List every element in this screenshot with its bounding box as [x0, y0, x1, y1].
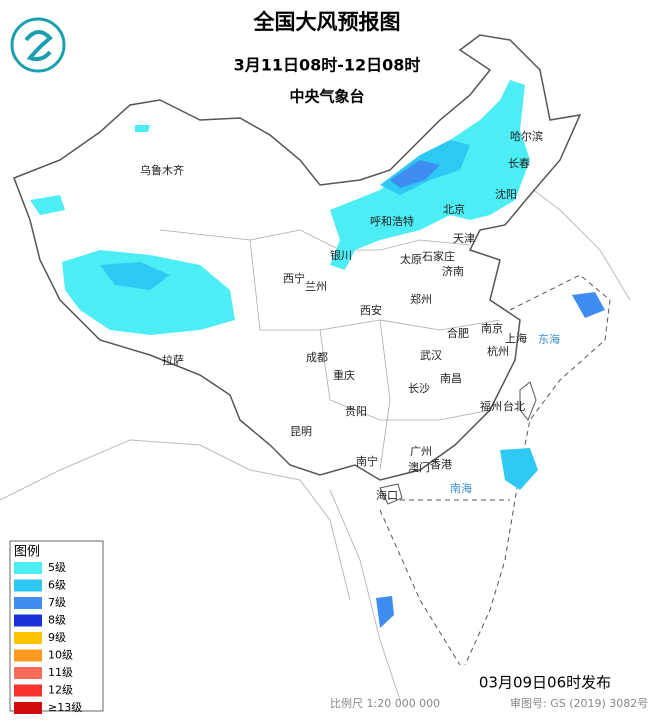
title: 全国大风预报图 — [253, 10, 401, 34]
legend-label: 12级 — [48, 684, 73, 697]
city: 昆明 — [290, 425, 312, 438]
city: 兰州 — [305, 280, 327, 293]
period: 3月11日08时-12日08时 — [234, 56, 421, 75]
city: 广州 — [410, 445, 432, 458]
logo-mark — [24, 30, 53, 62]
legend-swatch — [14, 579, 42, 592]
legend-label: 8级 — [48, 614, 66, 627]
hainan — [379, 483, 403, 505]
city: 天津 — [453, 232, 475, 245]
wind-areas — [30, 80, 605, 628]
legend-label: ≥13级 — [48, 701, 82, 714]
city: 沈阳 — [495, 187, 517, 201]
city: 石家庄 — [422, 249, 455, 263]
city: 长春 — [508, 157, 530, 170]
legend-label: 9级 — [48, 631, 66, 644]
issuer: 中央气象台 — [289, 88, 364, 106]
legend-swatch — [14, 667, 42, 679]
city: 济南 — [442, 264, 464, 278]
city: 郑州 — [410, 292, 432, 306]
publish-time: 03月09日06时发布 — [479, 674, 611, 692]
legend-label: 5级 — [48, 561, 66, 574]
city: 西安 — [360, 303, 382, 317]
city: 贵阳 — [345, 405, 367, 418]
city: 西宁 — [283, 271, 305, 285]
legend-label: 11级 — [48, 666, 73, 679]
legend-label: 10级 — [48, 649, 73, 662]
taiwan — [519, 381, 537, 421]
city: 台北 — [503, 399, 525, 413]
city: 杭州 — [487, 344, 509, 358]
legend-swatch — [14, 702, 42, 714]
legend-swatch — [14, 684, 42, 697]
city: 银川 — [330, 248, 352, 262]
city: 成都 — [306, 351, 328, 364]
legend-swatch — [14, 597, 42, 609]
legend-swatch — [14, 614, 42, 627]
legend-swatch — [14, 562, 42, 574]
city-labels: 乌鲁木齐 哈尔滨 长春 沈阳 呼和浩特 北京 天津 银川 太原 石家庄 济南 西… — [140, 129, 560, 502]
city: 重庆 — [333, 368, 355, 382]
city: 北京 — [443, 202, 465, 216]
sea-label: 东海 — [538, 332, 560, 346]
city: 南京 — [481, 321, 503, 335]
city: 武汉 — [420, 349, 442, 362]
city: 哈尔滨 — [510, 129, 543, 143]
legend-label: 6级 — [48, 579, 66, 592]
sea-label: 南海 — [450, 481, 472, 495]
city: 合肥 — [447, 326, 469, 340]
city: 太原 — [400, 253, 422, 266]
city: 海口 — [376, 488, 398, 502]
city: 南宁 — [356, 454, 378, 468]
logo — [10, 17, 66, 73]
city: 呼和浩特 — [370, 214, 414, 228]
city: 长沙 — [408, 382, 430, 395]
legend-label: 7级 — [48, 596, 66, 609]
scale: 比例尺 1:20 000 000 — [330, 696, 440, 710]
legend-title: 图例 — [14, 545, 40, 560]
legend-swatch — [14, 649, 42, 662]
legend-swatch — [14, 632, 42, 644]
city: 福州 — [480, 399, 502, 413]
city: 澳门 — [408, 460, 430, 474]
city: 香港 — [430, 458, 452, 471]
legend: 图例 5级 6级 7级 8级 9级 10级 11级 12级 ≥13级 — [9, 540, 104, 714]
neighbour-borders — [0, 179, 631, 701]
approval: 审图号: GS (2019) 3082号 — [510, 696, 648, 710]
city: 拉萨 — [162, 353, 184, 367]
city: 南昌 — [440, 372, 462, 385]
city: 乌鲁木齐 — [140, 163, 184, 177]
city: 上海 — [505, 331, 527, 345]
sea-boundary — [379, 274, 611, 666]
